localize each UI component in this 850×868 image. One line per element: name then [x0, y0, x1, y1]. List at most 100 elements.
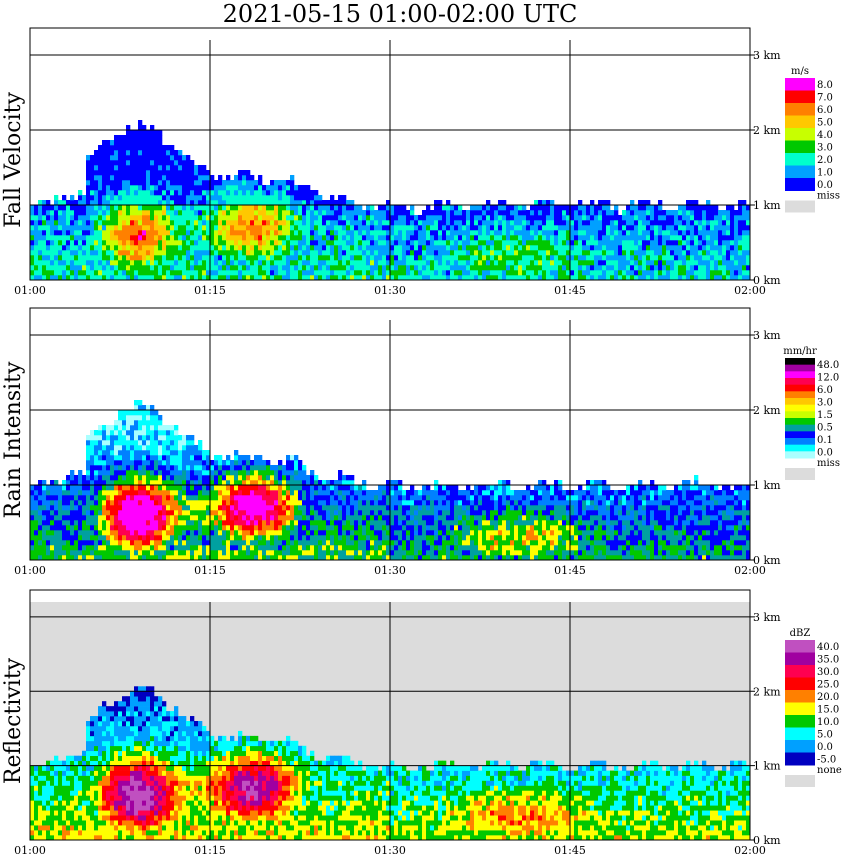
heatmap-cell [670, 245, 675, 251]
heatmap-cell [534, 225, 539, 231]
heatmap-cell [38, 520, 43, 526]
heatmap-cell [450, 260, 455, 266]
heatmap-cell [138, 475, 143, 481]
heatmap-cell [354, 210, 359, 216]
heatmap-cell [86, 500, 91, 506]
heatmap-cell [162, 480, 167, 486]
heatmap-cell [146, 415, 151, 421]
heatmap-cell [146, 165, 151, 171]
heatmap-cell [110, 545, 115, 551]
heatmap-cell [434, 215, 439, 221]
heatmap-cell [90, 510, 95, 516]
heatmap-cell [194, 175, 199, 181]
heatmap-cell [118, 415, 123, 421]
heatmap-cell [158, 530, 163, 536]
heatmap-cell [330, 550, 335, 556]
heatmap-cell [450, 270, 455, 276]
heatmap-cell [110, 510, 115, 516]
heatmap-cell [202, 485, 207, 491]
heatmap-cell [142, 160, 147, 166]
heatmap-cell [226, 215, 231, 221]
heatmap-cell [642, 270, 647, 276]
heatmap-cell [486, 205, 491, 211]
heatmap-cell [518, 245, 523, 251]
heatmap-cell [382, 235, 387, 241]
heatmap-cell [130, 240, 135, 246]
heatmap-cell [198, 190, 203, 196]
heatmap-cell [178, 540, 183, 546]
heatmap-cell [294, 505, 299, 511]
heatmap-cell [114, 475, 119, 481]
heatmap-cell [682, 250, 687, 256]
heatmap-cell [122, 165, 127, 171]
heatmap-cell [50, 245, 55, 251]
heatmap-cell [290, 545, 295, 551]
heatmap-cell [146, 195, 151, 201]
heatmap-cell [518, 225, 523, 231]
heatmap-cell [626, 260, 631, 266]
heatmap-cell [238, 550, 243, 556]
heatmap-cell [530, 205, 535, 211]
heatmap-cell [470, 220, 475, 226]
heatmap-cell [374, 270, 379, 276]
legend-missing-label: miss [817, 191, 840, 202]
heatmap-cell [250, 220, 255, 226]
heatmap-cell [630, 250, 635, 256]
heatmap-cell [134, 245, 139, 251]
heatmap-cell [742, 210, 747, 216]
heatmap-cell [242, 245, 247, 251]
heatmap-cell [62, 195, 67, 201]
heatmap-cell [446, 215, 451, 221]
heatmap-cell [178, 235, 183, 241]
heatmap-cell [338, 240, 343, 246]
heatmap-cell [494, 215, 499, 221]
heatmap-cell [458, 255, 463, 261]
heatmap-cell [154, 525, 159, 531]
heatmap-cell [198, 255, 203, 261]
heatmap-cell [330, 245, 335, 251]
heatmap-cell [674, 275, 679, 281]
heatmap-cell [174, 260, 179, 266]
heatmap-cell [274, 215, 279, 221]
heatmap-cell [450, 210, 455, 216]
heatmap-cell [166, 210, 171, 216]
heatmap-cell [266, 255, 271, 261]
heatmap-cell [78, 260, 83, 266]
heatmap-cell [690, 210, 695, 216]
heatmap-cell [290, 200, 295, 206]
heatmap-cell [122, 430, 127, 436]
heatmap-cell [682, 215, 687, 221]
heatmap-cell [322, 535, 327, 541]
heatmap-cell [446, 275, 451, 281]
heatmap-cell [70, 205, 75, 211]
heatmap-cell [526, 260, 531, 266]
heatmap-cell [566, 225, 571, 231]
heatmap-cell [742, 250, 747, 256]
heatmap-cell [238, 460, 243, 466]
heatmap-cell [258, 510, 263, 516]
heatmap-cell [730, 225, 735, 231]
heatmap-cell [150, 445, 155, 451]
heatmap-cell [626, 210, 631, 216]
heatmap-cell [178, 435, 183, 441]
heatmap-cell [158, 490, 163, 496]
heatmap-cell [30, 495, 35, 501]
heatmap-cell [146, 150, 151, 156]
heatmap-cell [430, 275, 435, 281]
heatmap-cell [282, 470, 287, 476]
heatmap-cell [290, 180, 295, 186]
heatmap-cell [482, 225, 487, 231]
heatmap-cell [134, 415, 139, 421]
heatmap-cell [210, 510, 215, 516]
heatmap-cell [622, 265, 627, 271]
heatmap-cell [178, 185, 183, 191]
heatmap-cell [114, 505, 119, 511]
heatmap-cell [106, 520, 111, 526]
heatmap-cell [318, 555, 323, 561]
heatmap-cell [278, 245, 283, 251]
heatmap-cell [242, 210, 247, 216]
heatmap-cell [166, 175, 171, 181]
heatmap-cell [66, 515, 71, 521]
heatmap-cell [170, 150, 175, 156]
heatmap-cell [142, 520, 147, 526]
